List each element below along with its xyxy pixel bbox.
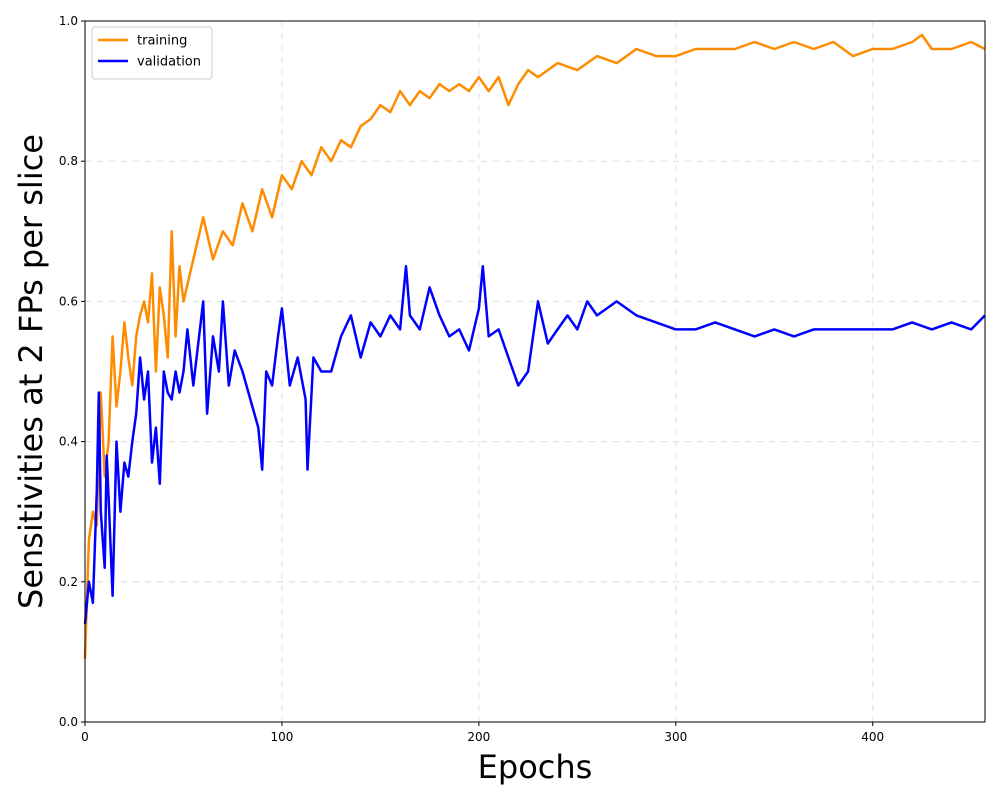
x-tick-label: 0 [81, 730, 89, 744]
series-layer [83, 33, 986, 659]
plot-frame [84, 20, 986, 723]
y-tick-label: 0.6 [59, 294, 78, 308]
y-axis-label: Sensitivities at 2 FPs per slice [12, 134, 50, 609]
x-tick-label: 300 [664, 730, 687, 744]
legend-label-training: training [137, 34, 187, 49]
axis-ticks: 0 100 200 300 400 0.0 0.2 0.4 0.6 0.8 1.0 [59, 14, 884, 744]
legend: training validation [91, 26, 213, 80]
y-tick-label: 0.4 [59, 435, 78, 449]
y-tick-label: 1.0 [59, 14, 78, 28]
y-tick-label: 0.8 [59, 154, 78, 168]
y-tick-label: 0.2 [59, 575, 78, 589]
series-line-training [83, 33, 986, 659]
x-tick-label: 100 [270, 730, 293, 744]
grid [85, 21, 985, 722]
x-tick-label: 200 [467, 730, 490, 744]
x-tick-label: 400 [861, 730, 884, 744]
legend-label-validation: validation [137, 55, 201, 70]
y-tick-label: 0.0 [59, 715, 78, 729]
series-line-validation [83, 265, 986, 625]
x-axis-label: Epochs [478, 748, 593, 786]
